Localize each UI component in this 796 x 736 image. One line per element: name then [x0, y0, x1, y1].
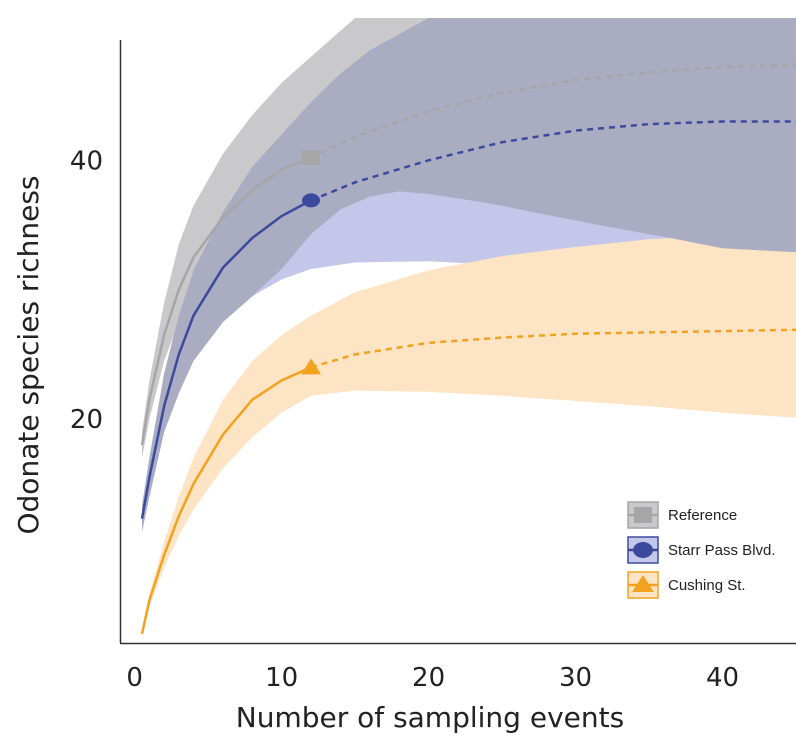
x-tick-label: 20: [412, 663, 445, 693]
x-tick-label: 0: [126, 663, 143, 693]
reference-extrapolated-line: [310, 63, 796, 159]
y-axis-label: Odonate species richness: [12, 175, 45, 534]
legend-label: Reference: [668, 507, 737, 524]
legend-marker-triangle: [632, 575, 654, 592]
legend-item-starr-pass-blvd: Starr Pass Blvd.: [627, 536, 776, 564]
observed-markers: [301, 150, 322, 375]
x-tick-label: 10: [265, 663, 298, 693]
cushing-st-extrapolated-line: [310, 328, 796, 369]
starr-pass-blvd-extrapolated-line: [310, 120, 796, 202]
reference-marker: [302, 150, 321, 165]
starr-pass-blvd-interpolated-line: [140, 199, 312, 519]
legend-marker-square: [634, 507, 652, 523]
x-axis-label: Number of sampling events: [236, 701, 624, 734]
legend-label: Cushing St.: [668, 577, 746, 594]
legend-item-reference: Reference: [627, 501, 737, 529]
legend-item-cushing-st: Cushing St.: [627, 571, 746, 599]
x-tick-labels: 0 10 20 30 40: [126, 663, 739, 693]
legend-label: Starr Pass Blvd.: [668, 542, 776, 559]
y-tick-label: 40: [70, 146, 103, 176]
series-lines: [140, 63, 796, 635]
x-tick-label: 40: [706, 663, 739, 693]
starr-pass-blvd-marker: [302, 193, 321, 208]
legend-marker-circle: [633, 542, 653, 558]
y-tick-label: 20: [70, 405, 103, 435]
cushing-st-marker: [301, 358, 322, 375]
x-tick-label: 30: [559, 663, 592, 693]
reference-interpolated-line: [140, 156, 312, 446]
legend: Reference Starr Pass Blvd. Cushing St.: [627, 501, 776, 599]
starr-pass-blvd-band-overlap: [142, 18, 796, 532]
cushing-st-interpolated-line: [140, 366, 312, 635]
